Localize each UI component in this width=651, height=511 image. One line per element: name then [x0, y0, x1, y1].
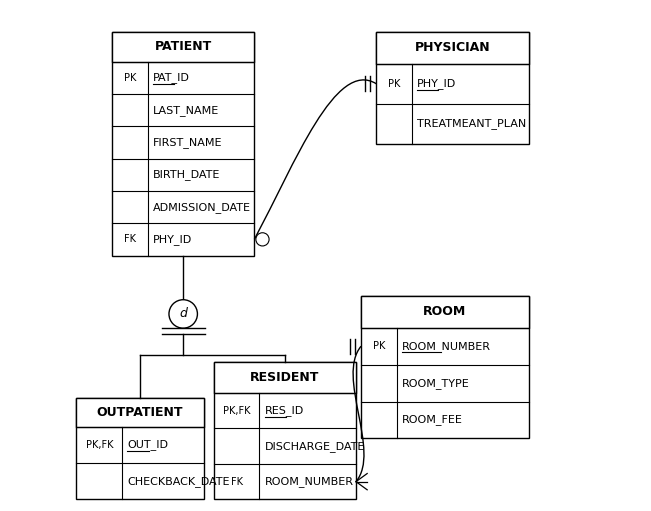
Text: FIRST_NAME: FIRST_NAME: [153, 137, 222, 148]
Text: d: d: [179, 308, 187, 320]
Text: FK: FK: [230, 477, 243, 486]
Text: PK: PK: [372, 341, 385, 351]
Text: PK,FK: PK,FK: [85, 440, 113, 450]
Text: DISCHARGE_DATE: DISCHARGE_DATE: [264, 440, 365, 452]
Text: ROOM: ROOM: [423, 306, 467, 318]
FancyBboxPatch shape: [112, 32, 255, 62]
FancyBboxPatch shape: [214, 362, 356, 393]
Text: ROOM_NUMBER: ROOM_NUMBER: [402, 341, 491, 352]
Text: ROOM_TYPE: ROOM_TYPE: [402, 378, 469, 388]
Text: CHECKBACK_DATE: CHECKBACK_DATE: [128, 476, 230, 487]
Text: TREATMEANT_PLAN: TREATMEANT_PLAN: [417, 118, 526, 129]
Text: PHYSICIAN: PHYSICIAN: [415, 41, 490, 54]
Text: FK: FK: [124, 235, 136, 244]
FancyBboxPatch shape: [214, 362, 356, 499]
FancyBboxPatch shape: [76, 398, 204, 499]
Text: ROOM_FEE: ROOM_FEE: [402, 414, 463, 426]
FancyBboxPatch shape: [361, 296, 529, 328]
Text: BIRTH_DATE: BIRTH_DATE: [153, 169, 220, 180]
Text: PATIENT: PATIENT: [154, 40, 212, 53]
Text: PHY_ID: PHY_ID: [153, 234, 192, 245]
Text: PK: PK: [124, 73, 136, 83]
Text: RES_ID: RES_ID: [264, 405, 304, 416]
FancyBboxPatch shape: [376, 32, 529, 144]
FancyBboxPatch shape: [376, 32, 529, 64]
Text: PHY_ID: PHY_ID: [417, 78, 456, 89]
Text: ADMISSION_DATE: ADMISSION_DATE: [153, 202, 251, 213]
FancyBboxPatch shape: [76, 398, 204, 427]
Text: PK: PK: [388, 79, 400, 89]
FancyBboxPatch shape: [361, 296, 529, 438]
Text: OUT_ID: OUT_ID: [128, 439, 169, 451]
Text: PAT_ID: PAT_ID: [153, 73, 189, 83]
Text: RESIDENT: RESIDENT: [250, 371, 320, 384]
Text: LAST_NAME: LAST_NAME: [153, 105, 219, 115]
Text: ROOM_NUMBER: ROOM_NUMBER: [264, 476, 353, 487]
Circle shape: [169, 300, 197, 328]
Text: OUTPATIENT: OUTPATIENT: [97, 406, 183, 419]
Text: PK,FK: PK,FK: [223, 406, 251, 415]
FancyBboxPatch shape: [112, 32, 255, 256]
Circle shape: [256, 233, 269, 246]
